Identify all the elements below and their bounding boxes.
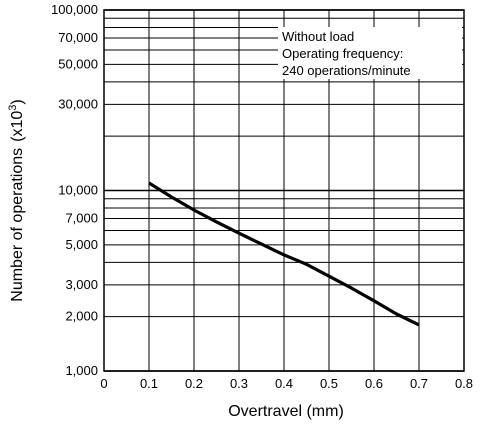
y-axis-unit-close: ) <box>9 99 26 104</box>
y-tick-label: 100,000 <box>51 2 98 17</box>
y-axis-title: Number of operations (x103) <box>7 99 26 301</box>
x-tick-label: 0.6 <box>365 376 383 391</box>
y-tick-label: 3,000 <box>65 277 98 292</box>
y-tick-label: 50,000 <box>58 56 98 71</box>
y-tick-label: 70,000 <box>58 30 98 45</box>
series-line <box>148 181 420 327</box>
y-tick-label: 1,000 <box>65 363 98 378</box>
y-tick-label: 7,000 <box>65 210 98 225</box>
y-tick-label: 5,000 <box>65 237 98 252</box>
annotation-line-frequency-label: Operating frequency: <box>282 46 403 61</box>
y-axis-unit-base: (x10 <box>9 111 26 142</box>
y-tick-label: 2,000 <box>65 309 98 324</box>
x-tick-labels: 0 0.1 0.2 0.3 0.4 0.5 0.6 0.7 0.8 <box>100 376 473 391</box>
series-layer <box>148 181 420 327</box>
x-tick-label: 0.3 <box>230 376 248 391</box>
plot-frame <box>103 9 465 372</box>
y-tick-labels: 1,000 2,000 3,000 5,000 7,000 10,000 30,000 50,… <box>51 2 98 378</box>
x-tick-label: 0.4 <box>275 376 293 391</box>
annotation-line-load: Without load <box>282 29 354 44</box>
y-tick-label: 30,000 <box>58 96 98 111</box>
x-axis-title: Overtravel (mm) <box>228 403 344 420</box>
annotation-background <box>278 27 462 79</box>
y-axis-unit-exponent: 3 <box>7 105 19 111</box>
x-tick-label: 0.5 <box>320 376 338 391</box>
x-tick-label: 0.1 <box>140 376 158 391</box>
annotation-block: Without load Operating frequency: 240 op… <box>278 27 462 79</box>
x-tick-label: 0.7 <box>410 376 428 391</box>
y-tick-label: 10,000 <box>58 183 98 198</box>
y-axis-title-text: Number of operations <box>9 148 26 302</box>
x-tick-label: 0.2 <box>185 376 203 391</box>
x-tick-label: 0.8 <box>455 376 473 391</box>
annotation-line-frequency-value: 240 operations/minute <box>282 63 411 78</box>
x-tick-label: 0 <box>100 376 107 391</box>
